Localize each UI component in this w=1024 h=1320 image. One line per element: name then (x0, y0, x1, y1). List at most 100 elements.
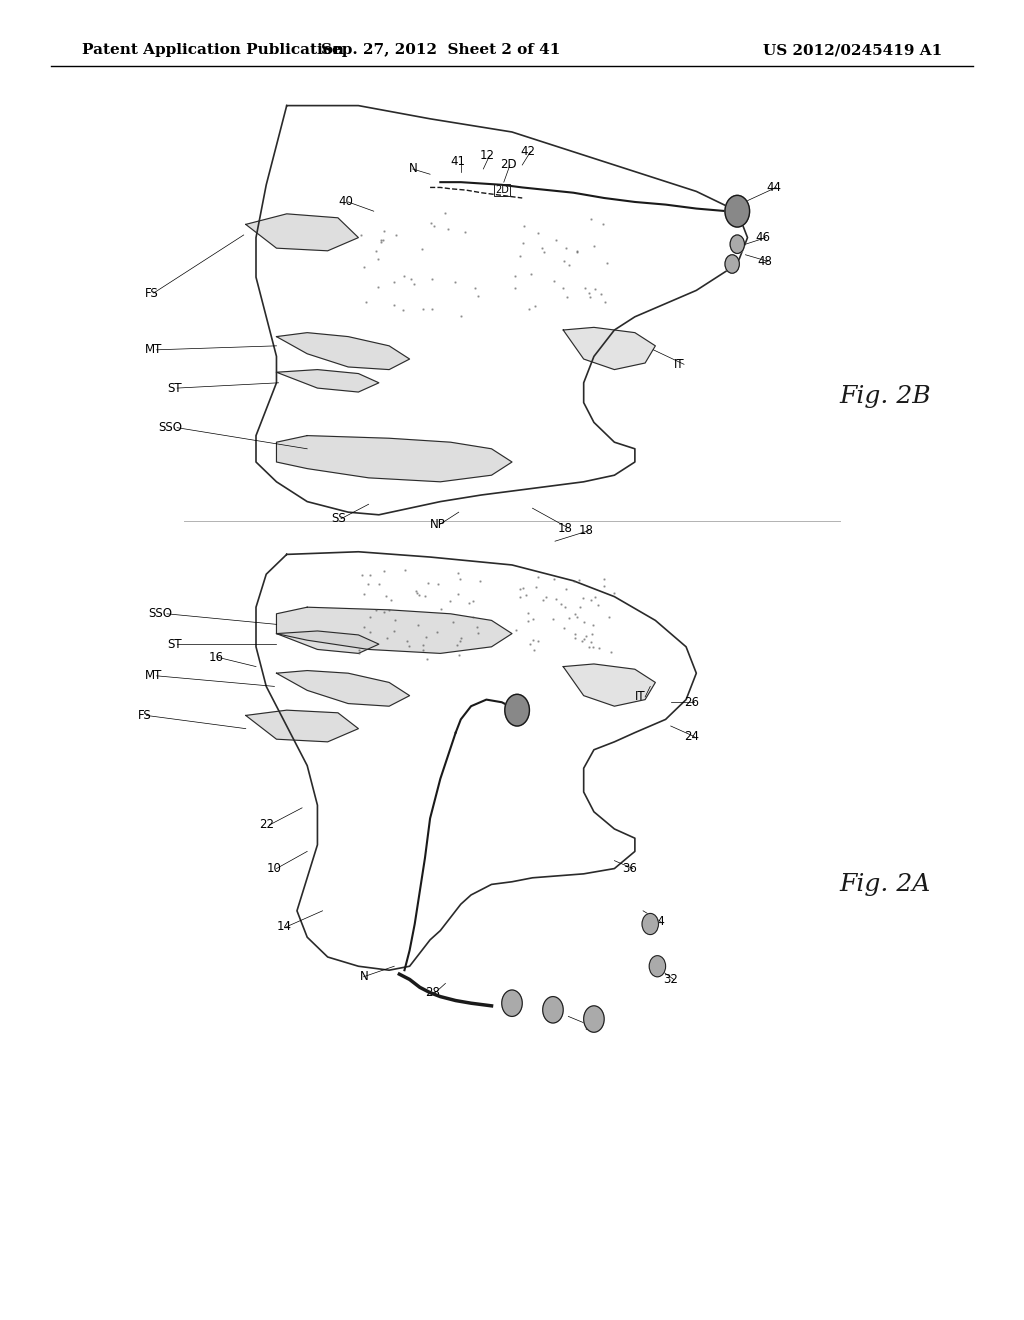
Point (381, 599, 397, 620)
Text: SSO: SSO (148, 607, 172, 620)
Point (469, 616, 485, 638)
Polygon shape (246, 710, 358, 742)
Point (444, 611, 461, 632)
Point (557, 597, 573, 618)
Point (376, 561, 392, 582)
Point (575, 611, 592, 632)
Point (527, 577, 544, 598)
Point (561, 255, 578, 276)
Point (453, 628, 469, 649)
Point (451, 583, 467, 605)
Circle shape (725, 255, 739, 273)
Point (568, 606, 585, 627)
Point (586, 614, 602, 635)
Point (538, 586, 554, 607)
Point (534, 238, 550, 259)
Point (398, 631, 415, 652)
Point (362, 606, 379, 627)
Polygon shape (276, 671, 410, 706)
Point (508, 619, 524, 640)
Point (517, 585, 534, 606)
Point (373, 230, 389, 251)
Point (411, 615, 427, 636)
Point (355, 616, 372, 638)
Point (378, 585, 394, 606)
Polygon shape (276, 436, 512, 482)
Point (525, 640, 542, 661)
Point (469, 285, 485, 306)
Point (573, 631, 590, 652)
Point (583, 631, 599, 652)
Circle shape (584, 1006, 604, 1032)
Point (414, 239, 430, 260)
Point (420, 572, 436, 593)
Point (429, 573, 445, 594)
Point (461, 593, 477, 614)
Text: ST: ST (168, 638, 182, 651)
Point (507, 277, 523, 298)
Point (556, 618, 572, 639)
Point (515, 232, 531, 253)
Text: MT: MT (144, 343, 162, 356)
Text: SSO: SSO (159, 421, 182, 434)
Point (559, 286, 575, 308)
Point (596, 569, 612, 590)
Point (375, 230, 391, 251)
Point (586, 236, 602, 257)
Point (521, 634, 538, 655)
Point (464, 606, 480, 627)
Point (351, 642, 368, 663)
Point (530, 566, 547, 587)
Text: 26: 26 (684, 696, 699, 709)
Point (599, 252, 615, 273)
Point (591, 638, 607, 659)
Point (370, 249, 386, 271)
Point (446, 272, 463, 293)
Text: US 2012/0245419 A1: US 2012/0245419 A1 (763, 44, 942, 57)
Point (548, 230, 564, 251)
Point (442, 590, 459, 611)
Point (368, 599, 384, 620)
Point (411, 585, 427, 606)
Point (587, 279, 603, 300)
Text: 14: 14 (276, 920, 292, 933)
Text: 46: 46 (756, 231, 771, 244)
Text: MT: MT (144, 669, 162, 682)
Point (593, 284, 609, 305)
Point (527, 296, 544, 317)
Point (357, 292, 374, 313)
Point (557, 238, 573, 259)
Point (536, 242, 552, 263)
Point (400, 635, 417, 656)
Point (582, 282, 598, 304)
Point (552, 593, 568, 614)
Text: Sep. 27, 2012  Sheet 2 of 41: Sep. 27, 2012 Sheet 2 of 41 (321, 44, 560, 57)
Text: 10: 10 (266, 862, 282, 875)
Text: Fig. 2B: Fig. 2B (840, 384, 931, 408)
Point (408, 581, 424, 602)
Point (567, 603, 584, 624)
Point (383, 590, 399, 611)
Point (470, 622, 486, 643)
Point (356, 256, 373, 277)
Point (597, 292, 613, 313)
Text: 48: 48 (758, 255, 773, 268)
Text: 28: 28 (425, 986, 440, 999)
Point (368, 240, 384, 261)
Point (595, 213, 611, 234)
Text: 36: 36 (623, 862, 638, 875)
Point (520, 298, 537, 319)
Point (371, 573, 387, 594)
Point (453, 306, 469, 327)
Text: 2D: 2D (500, 158, 516, 172)
Point (467, 277, 483, 298)
Polygon shape (276, 370, 379, 392)
Point (464, 590, 480, 611)
Point (415, 635, 431, 656)
Point (567, 623, 584, 644)
Point (512, 578, 528, 599)
Point (560, 607, 577, 628)
Point (507, 265, 523, 286)
Point (519, 610, 536, 631)
Point (512, 586, 528, 607)
